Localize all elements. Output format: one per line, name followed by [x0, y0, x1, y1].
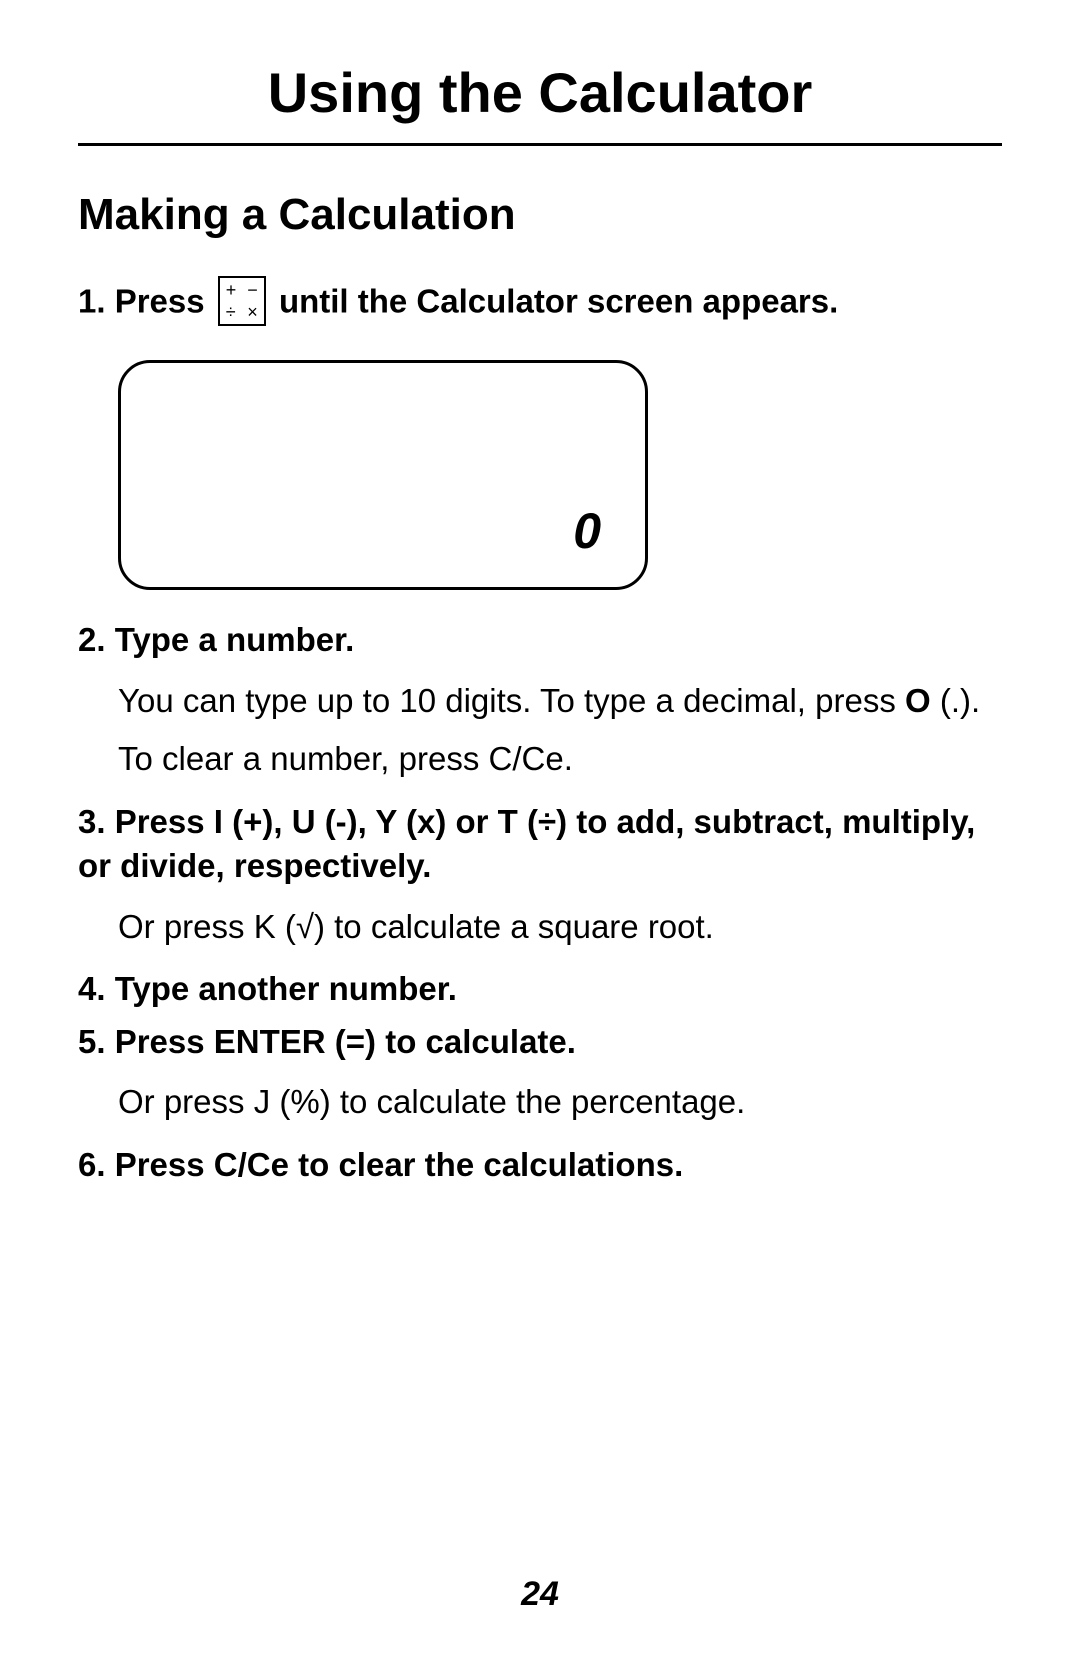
section-subtitle: Making a Calculation — [78, 190, 1002, 240]
calculator-display-value: 0 — [573, 498, 601, 566]
key-multiply: × — [247, 303, 258, 321]
step-2-detail-a: You can type up to 10 digits. To type a … — [118, 679, 1002, 724]
step-6: 6. Press C/Ce to clear the calculations. — [78, 1143, 1002, 1188]
s2a-post: (.). — [931, 682, 980, 719]
step-1-pre: 1. Press — [78, 283, 214, 320]
step-2-detail-b: To clear a number, press C/Ce. — [118, 737, 1002, 782]
step-3: 3. Press I (+), U (-), Y (x) or T (÷) to… — [78, 800, 1002, 889]
step-2: 2. Type a number. — [78, 618, 1002, 663]
s2b-bold: C/Ce — [489, 740, 564, 777]
s2b-pre: To clear a number, press — [118, 740, 489, 777]
title-section: Using the Calculator — [78, 60, 1002, 146]
key-divide: ÷ — [226, 303, 236, 321]
step-5: 5. Press ENTER (=) to calculate. — [78, 1020, 1002, 1065]
step-4: 4. Type another number. — [78, 967, 1002, 1012]
s5-post: (%) to calculate the percentage. — [270, 1083, 745, 1120]
instructions: 1. Press + − ÷ × until the Calculator sc… — [78, 276, 1002, 1187]
step-5-detail: Or press J (%) to calculate the percenta… — [118, 1080, 1002, 1125]
step-1-post: until the Calculator screen appears. — [270, 283, 839, 320]
page-title: Using the Calculator — [78, 60, 1002, 125]
s2a-bold: O — [905, 682, 931, 719]
manual-page: Using the Calculator Making a Calculatio… — [0, 0, 1080, 1660]
s2a-pre: You can type up to 10 digits. To type a … — [118, 682, 905, 719]
s5-bold: J — [254, 1083, 271, 1120]
step-1: 1. Press + − ÷ × until the Calculator sc… — [78, 276, 1002, 332]
calculator-key-icon: + − ÷ × — [218, 276, 266, 326]
key-minus: − — [247, 281, 258, 299]
key-plus: + — [226, 281, 237, 299]
page-number: 24 — [0, 1575, 1080, 1614]
s2b-post: . — [564, 740, 573, 777]
s5-pre: Or press — [118, 1083, 254, 1120]
calculator-screen: 0 — [118, 360, 648, 590]
step-3-detail: Or press K (√) to calculate a square roo… — [118, 905, 1002, 950]
